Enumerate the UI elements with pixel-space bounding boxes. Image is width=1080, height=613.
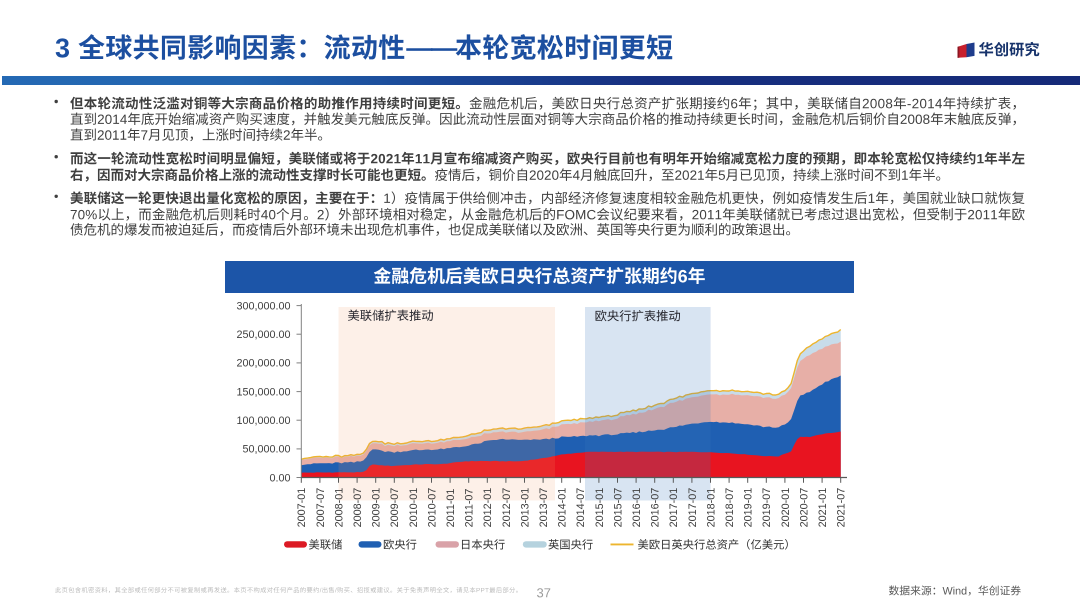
svg-text:2017-01: 2017-01 — [668, 488, 680, 528]
svg-text:2012-07: 2012-07 — [501, 488, 513, 528]
svg-text:2021-01: 2021-01 — [817, 488, 829, 528]
svg-text:2018-07: 2018-07 — [724, 488, 736, 528]
svg-text:2010-01: 2010-01 — [408, 488, 420, 528]
svg-text:2013-07: 2013-07 — [538, 488, 550, 528]
svg-text:150,000.00: 150,000.00 — [236, 386, 290, 398]
svg-text:50,000.00: 50,000.00 — [242, 444, 290, 456]
svg-text:2007-07: 2007-07 — [315, 488, 327, 528]
svg-text:2019-07: 2019-07 — [761, 488, 773, 528]
svg-text:2021-07: 2021-07 — [836, 488, 848, 528]
svg-text:2007-01: 2007-01 — [296, 488, 308, 528]
svg-text:200,000.00: 200,000.00 — [236, 358, 290, 370]
svg-text:2014-07: 2014-07 — [575, 488, 587, 528]
svg-text:250,000.00: 250,000.00 — [236, 329, 290, 341]
svg-text:2009-07: 2009-07 — [389, 488, 401, 528]
svg-text:2013-01: 2013-01 — [519, 488, 531, 528]
svg-text:2011-07: 2011-07 — [464, 489, 476, 528]
svg-text:2009-01: 2009-01 — [371, 488, 383, 528]
svg-text:2016-07: 2016-07 — [650, 488, 662, 528]
svg-text:0.00: 0.00 — [269, 472, 290, 484]
svg-text:2011-01: 2011-01 — [445, 489, 457, 528]
svg-text:2020-01: 2020-01 — [780, 488, 792, 528]
svg-text:300,000.00: 300,000.00 — [236, 300, 290, 312]
svg-text:2008-07: 2008-07 — [352, 488, 364, 528]
svg-text:2014-01: 2014-01 — [557, 488, 569, 528]
svg-text:2019-01: 2019-01 — [743, 488, 755, 528]
svg-text:2020-07: 2020-07 — [798, 488, 810, 528]
svg-text:2012-01: 2012-01 — [482, 488, 494, 528]
svg-text:2008-01: 2008-01 — [333, 488, 345, 528]
svg-text:2015-01: 2015-01 — [594, 488, 606, 528]
svg-text:100,000.00: 100,000.00 — [236, 415, 290, 427]
svg-text:2018-01: 2018-01 — [705, 488, 717, 528]
svg-text:2017-07: 2017-07 — [687, 488, 699, 528]
svg-text:2010-07: 2010-07 — [426, 488, 438, 528]
svg-text:2016-01: 2016-01 — [631, 488, 643, 528]
svg-text:2015-07: 2015-07 — [612, 488, 624, 528]
